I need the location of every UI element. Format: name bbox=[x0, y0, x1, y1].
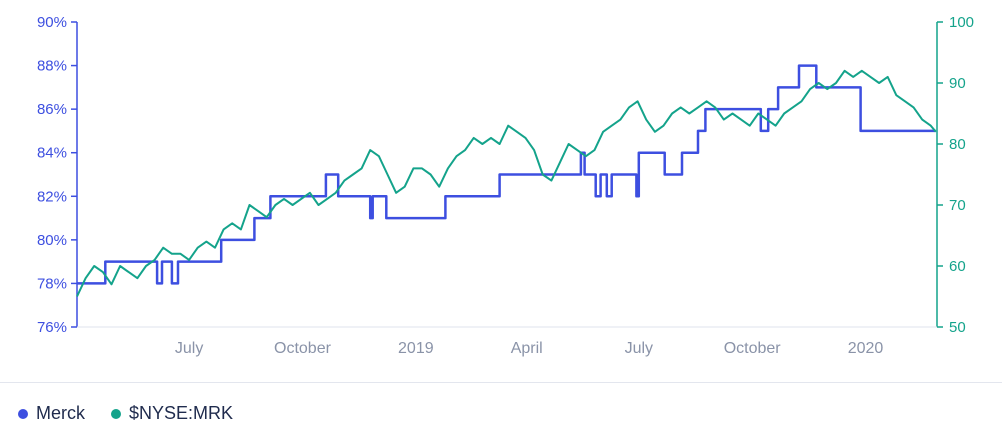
x-tick-label: July bbox=[175, 340, 203, 357]
left-tick-label: 76% bbox=[37, 319, 67, 336]
left-tick-label: 82% bbox=[37, 188, 67, 205]
left-tick-label: 84% bbox=[37, 145, 67, 162]
right-tick-label: 50 bbox=[949, 319, 966, 336]
legend-item-merck[interactable]: Merck bbox=[18, 403, 85, 424]
x-tick-label: 2019 bbox=[398, 340, 434, 357]
right-tick-label: 100 bbox=[949, 14, 974, 31]
legend-label-merck: Merck bbox=[36, 403, 85, 423]
series-line-merck bbox=[77, 64, 936, 285]
left-tick-label: 78% bbox=[37, 275, 67, 292]
chart-area: 76% 78% 80% 82% 84% 86% 88% 90% 50 60 70 80 90 100 Jul… bbox=[37, 14, 974, 357]
left-tick-label: 90% bbox=[37, 14, 67, 31]
x-tick-label: October bbox=[274, 340, 332, 357]
legend-item-nyse-mrk[interactable]: $NYSE:MRK bbox=[111, 403, 233, 424]
left-tick-label: 86% bbox=[37, 101, 67, 118]
x-tick-label: October bbox=[724, 340, 782, 357]
left-tick-label: 80% bbox=[37, 232, 67, 249]
dual-axis-line-chart: 76% 78% 80% 82% 84% 86% 88% 90% 50 60 70 80 90 100 Jul… bbox=[37, 14, 974, 357]
x-tick-label: 2020 bbox=[848, 340, 884, 357]
right-tick-label: 80 bbox=[949, 136, 966, 153]
x-tick-label: July bbox=[625, 340, 653, 357]
legend-label-nyse-mrk: $NYSE:MRK bbox=[129, 403, 234, 423]
right-tick-label: 90 bbox=[949, 75, 966, 92]
legend: Merck $NYSE:MRK bbox=[18, 403, 233, 424]
right-tick-label: 60 bbox=[949, 258, 966, 275]
legend-dot-merck bbox=[18, 408, 28, 419]
legend-dot-nyse-mrk bbox=[111, 408, 121, 419]
series-line-nyse-mrk bbox=[76, 69, 937, 297]
legend-divider bbox=[0, 382, 1002, 383]
left-tick-label: 88% bbox=[37, 58, 67, 75]
x-tick-label: April bbox=[511, 340, 543, 357]
right-tick-label: 70 bbox=[949, 197, 966, 214]
